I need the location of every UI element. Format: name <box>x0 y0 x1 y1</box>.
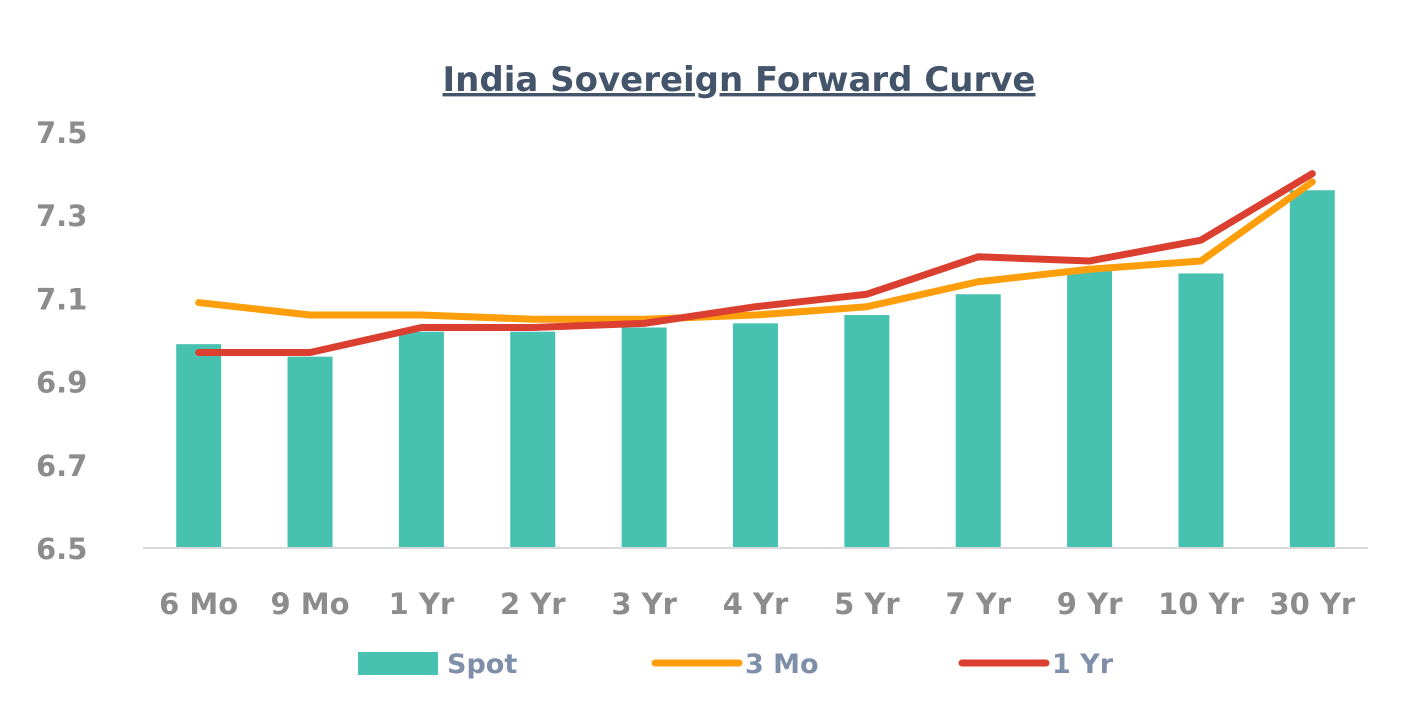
x-tick-label: 3 Yr <box>611 587 677 621</box>
legend: Spot 3 Mo 1 Yr <box>358 649 1114 680</box>
x-tick-label: 9 Yr <box>1057 587 1123 621</box>
legend-label: Spot <box>447 649 517 680</box>
x-tick-label: 7 Yr <box>945 587 1011 621</box>
x-tick-label: 5 Yr <box>834 587 900 621</box>
bar-spot <box>1067 269 1113 548</box>
y-tick-label: 6.7 <box>36 449 87 483</box>
bar-spot <box>844 315 890 548</box>
legend-item: 3 Mo <box>651 649 819 680</box>
legend-label: 3 Mo <box>745 649 819 680</box>
line-3-mo <box>195 178 1316 323</box>
x-tick-label: 6 Mo <box>159 587 238 621</box>
bar-series-spot <box>176 190 1335 549</box>
line-1-yr <box>195 170 1316 356</box>
x-tick-label: 10 Yr <box>1158 587 1244 621</box>
legend-item: 1 Yr <box>958 649 1114 680</box>
x-tick-label: 4 Yr <box>723 587 789 621</box>
bar-spot <box>510 331 556 548</box>
y-axis: 6.5 6.7 6.9 7.1 7.3 7.5 <box>36 116 87 566</box>
bar-spot <box>1289 190 1335 549</box>
x-tick-label: 1 Yr <box>389 587 455 621</box>
bar-spot <box>176 344 222 548</box>
legend-swatch-bar <box>358 652 438 675</box>
x-tick-label: 9 Mo <box>271 587 350 621</box>
x-axis: 6 Mo 9 Mo 1 Yr 2 Yr 3 Yr 4 Yr 5 Yr 7 Yr 9 Yr 10 Y… <box>159 587 1356 621</box>
line-series <box>195 170 1316 356</box>
bar-spot <box>621 327 667 548</box>
y-tick-label: 7.1 <box>36 282 87 316</box>
legend-label: 1 Yr <box>1052 649 1114 680</box>
legend-item: Spot <box>358 649 517 680</box>
chart-title: India Sovereign Forward Curve <box>443 60 1036 100</box>
y-tick-label: 6.5 <box>36 532 87 566</box>
bar-spot <box>1178 273 1224 548</box>
y-tick-label: 7.5 <box>36 116 87 150</box>
x-tick-label: 30 Yr <box>1269 587 1355 621</box>
x-tick-label: 2 Yr <box>500 587 566 621</box>
y-tick-label: 7.3 <box>36 199 87 233</box>
bar-spot <box>955 294 1001 548</box>
bar-spot <box>287 356 333 548</box>
bar-spot <box>733 323 778 548</box>
y-tick-label: 6.9 <box>36 366 87 400</box>
bar-spot <box>398 331 444 548</box>
